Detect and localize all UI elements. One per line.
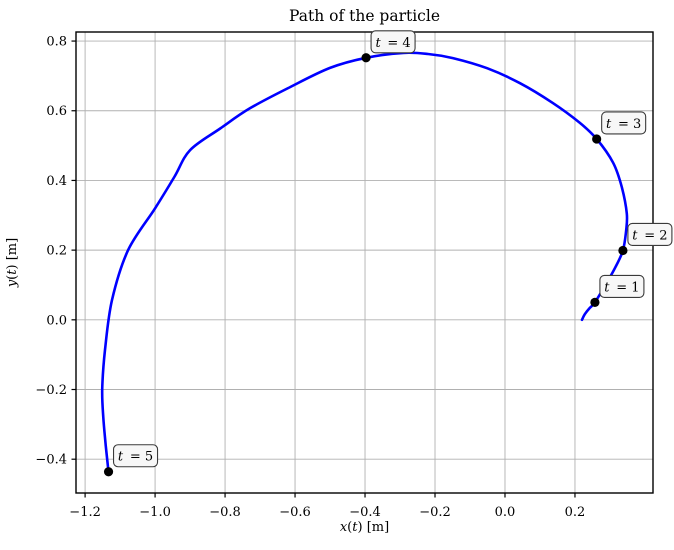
- annotation-box: [370, 30, 416, 54]
- annotation-label: t = 3: [606, 117, 641, 132]
- y-tick-label: −0.4: [35, 453, 67, 468]
- time-point-marker: [590, 297, 600, 307]
- annotation-label: t = 1: [604, 280, 639, 295]
- grid-layer: [76, 32, 653, 493]
- y-axis-label: y(t) [m]: [5, 238, 20, 288]
- y-tick-label: −0.2: [35, 383, 67, 398]
- y-tick-label: 0.8: [46, 35, 67, 50]
- time-point-marker: [361, 53, 371, 63]
- annotation-t1: t = 1: [599, 274, 645, 298]
- annotation-t3: t = 3: [601, 111, 647, 135]
- x-tick-label: 0.2: [565, 505, 586, 520]
- particle-trajectory-line: [100, 51, 629, 473]
- axis-ticks: [71, 40, 576, 498]
- annotation-t2: t = 2: [627, 222, 673, 247]
- time-annotations: t = 1 t = 2 t = 3 t = 4 t = 5: [112, 30, 673, 468]
- y-tick-label: 0.0: [46, 313, 67, 328]
- time-point-marker: [592, 134, 602, 144]
- annotation-label: t = 4: [375, 36, 410, 51]
- x-tick-labels: −1.2 −1.0 −0.8 −0.6 −0.4 −0.2 0.0 0.2: [69, 505, 585, 520]
- axes-frame: [75, 31, 654, 494]
- x-tick-label: −1.2: [69, 505, 101, 520]
- y-tick-labels: −0.4 −0.2 0.0 0.2 0.4 0.6 0.8: [35, 35, 67, 468]
- y-tick-label: 0.6: [46, 104, 67, 119]
- chart-title: Path of the particle: [289, 7, 440, 25]
- time-point-marker: [618, 245, 628, 256]
- annotation-box: [627, 222, 673, 247]
- y-tick-label: 0.2: [46, 244, 67, 259]
- annotation-box: [601, 111, 647, 135]
- x-tick-label: 0.0: [495, 505, 516, 520]
- x-tick-label: −1.0: [139, 505, 171, 520]
- annotation-box: [599, 274, 645, 298]
- x-axis-label: x(t) [m]: [340, 520, 389, 535]
- y-tick-label: 0.4: [46, 174, 67, 189]
- time-markers: [103, 53, 628, 477]
- time-point-marker: [103, 467, 114, 477]
- x-tick-label: −0.6: [279, 505, 311, 520]
- x-tick-label: −0.2: [419, 505, 451, 520]
- annotation-label: t = 2: [632, 228, 667, 243]
- annotation-t4: t = 4: [370, 30, 416, 54]
- x-tick-label: −0.8: [209, 505, 241, 520]
- annotation-t5: t = 5: [112, 444, 159, 468]
- x-tick-label: −0.4: [349, 505, 381, 520]
- annotation-label: t = 5: [118, 450, 153, 465]
- annotation-box: [112, 444, 159, 468]
